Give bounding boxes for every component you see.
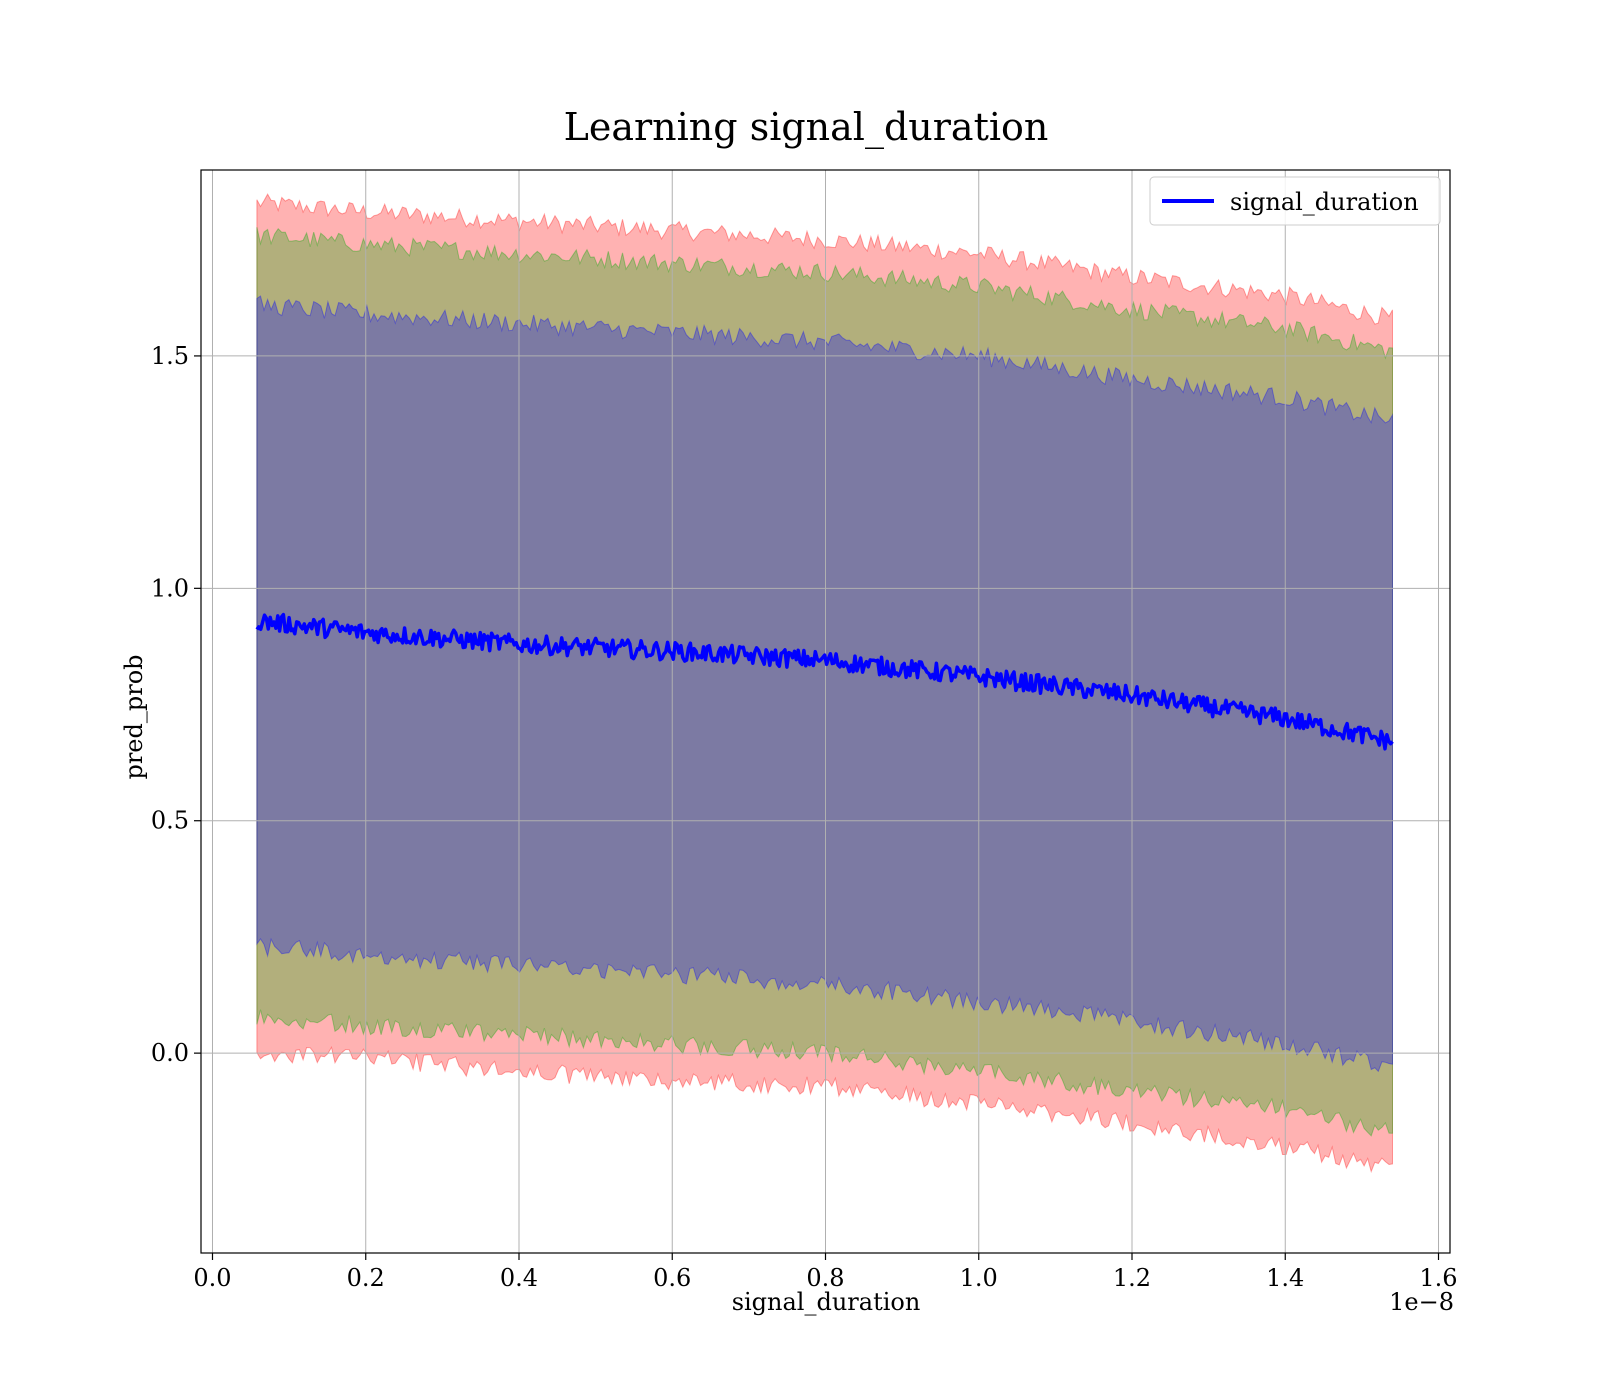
x-tick-label: 0.8 <box>806 1264 844 1292</box>
confidence-band-1 <box>256 227 1393 1137</box>
x-axis-label: signal_duration <box>732 1288 921 1316</box>
series-lines <box>255 612 1394 751</box>
y-tick-label: 1.0 <box>151 574 189 602</box>
x-tick-label: 1.4 <box>1266 1264 1304 1292</box>
x-tick-label: 1.0 <box>960 1264 998 1292</box>
x-tick-label: 0.6 <box>653 1264 691 1292</box>
confidence-band-2 <box>256 295 1393 1073</box>
x-tick-label: 0.2 <box>347 1264 385 1292</box>
x-axis-offset-label: 1e−8 <box>1389 1288 1454 1316</box>
x-axis-ticks: 0.0 0.2 0.4 0.6 0.8 1.0 1.2 1.4 1.6 <box>193 1253 1458 1292</box>
x-tick-label: 0.0 <box>193 1264 231 1292</box>
grid <box>201 170 1450 1253</box>
legend: signal_duration <box>1149 176 1441 226</box>
chart-title: Learning signal_duration <box>564 105 1049 150</box>
y-tick-label: 1.5 <box>151 342 189 370</box>
confidence-band-0 <box>256 193 1393 1174</box>
x-tick-label: 1.6 <box>1419 1264 1457 1292</box>
x-tick-label: 1.2 <box>1113 1264 1151 1292</box>
confidence-bands <box>256 193 1393 1174</box>
legend-entry: signal_duration <box>1230 188 1419 216</box>
x-tick-label: 0.4 <box>500 1264 538 1292</box>
y-axis-ticks: 0.0 0.5 1.0 1.5 <box>151 342 201 1067</box>
y-axis-label: pred_prob <box>120 654 148 779</box>
y-tick-label: 0.5 <box>151 807 189 835</box>
series-line-0 <box>255 612 1394 751</box>
legend-box <box>1149 176 1441 226</box>
y-tick-label: 0.0 <box>151 1039 189 1067</box>
